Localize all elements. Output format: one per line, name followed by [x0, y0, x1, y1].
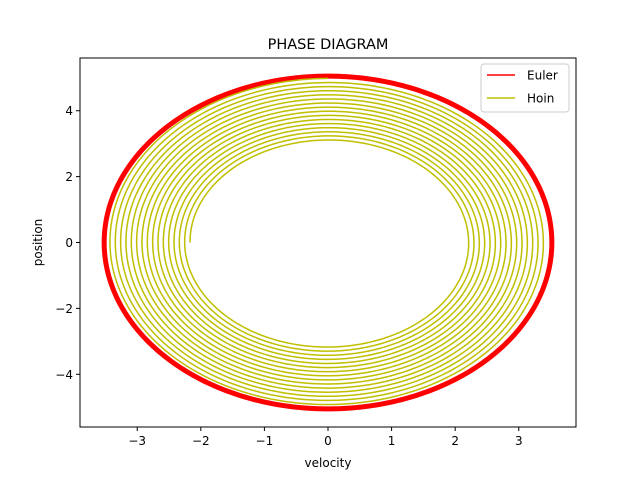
- series-euler-line: [101, 73, 555, 412]
- x-tick-label: −2: [192, 434, 210, 448]
- x-tick-label: 0: [324, 434, 332, 448]
- y-tick-label: −2: [55, 302, 73, 316]
- y-tick-label: 0: [65, 236, 73, 250]
- y-tick-label: 2: [65, 170, 73, 184]
- series-layer: [101, 73, 555, 412]
- x-tick-label: 1: [388, 434, 396, 448]
- y-axis-ticks: −4 −2 0 2 4: [55, 104, 80, 382]
- legend-hoin-label: Hoin: [527, 92, 554, 106]
- x-axis-ticks: −3 −2 −1 0 1 2 3: [128, 427, 523, 448]
- legend-box: [480, 63, 570, 113]
- series-hoin-line: [109, 77, 545, 406]
- x-tick-label: −1: [256, 434, 274, 448]
- x-tick-label: 2: [451, 434, 459, 448]
- y-axis-label: position: [31, 219, 45, 267]
- x-axis-label: velocity: [305, 456, 352, 470]
- legend: Euler Hoin: [480, 63, 570, 113]
- y-tick-label: −4: [55, 368, 73, 382]
- x-tick-label: −3: [128, 434, 146, 448]
- chart-title: PHASE DIAGRAM: [268, 37, 389, 53]
- legend-euler-label: Euler: [527, 69, 558, 83]
- y-tick-label: 4: [65, 104, 73, 118]
- x-tick-label: 3: [515, 434, 523, 448]
- plot-area: [101, 73, 555, 412]
